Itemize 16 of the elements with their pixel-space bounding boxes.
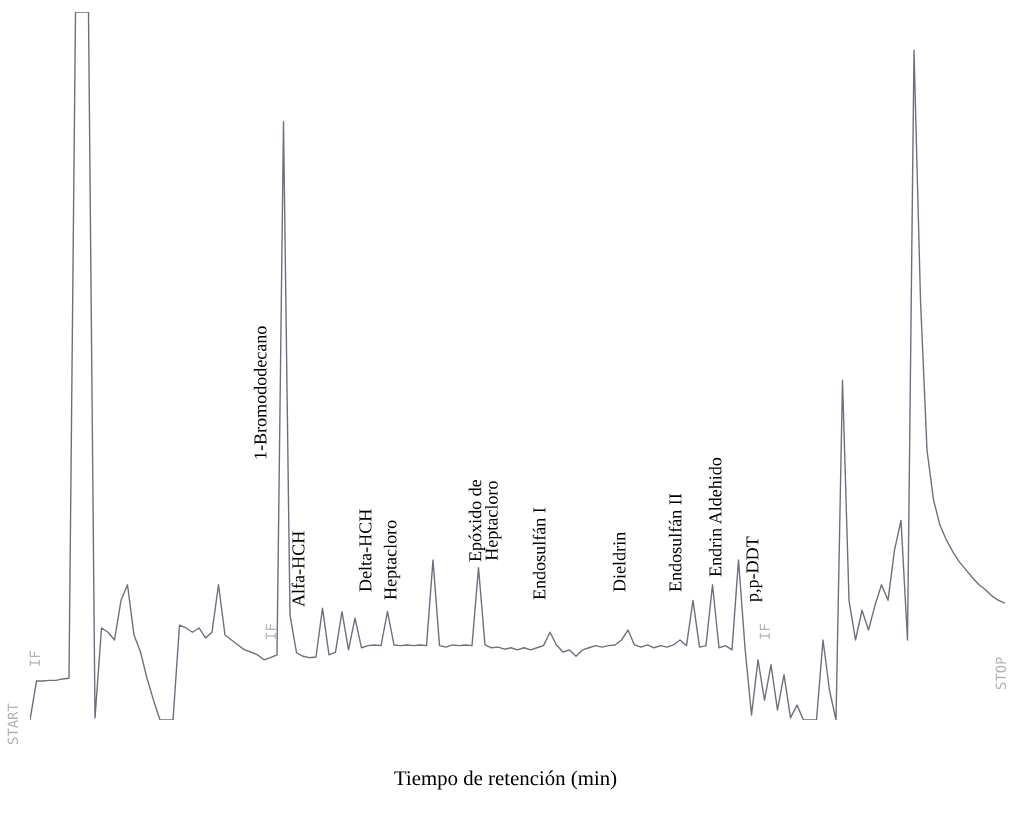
annotation: Endosulfán II [668,493,682,592]
annotation: p,p-DDT [746,536,763,602]
annotation: Endrin Aldehido [708,457,722,577]
annotation: Alfa-HCH [291,531,305,607]
text: START [7,703,19,745]
annotation: Dieldrin [612,532,626,592]
annotation: Heptacloro [383,520,401,600]
annotation: Epóxido de Heptacloro [468,479,502,562]
annotation: IF [265,624,276,639]
annotation: IF [29,651,40,666]
annotation: IF [759,624,770,639]
annotation: Delta-HCH [358,509,372,592]
x-axis-title: Tiempo de retención (min) [394,770,617,790]
annotation: STOP [995,657,1007,690]
annotation: 1-Bromododecano [253,326,267,459]
annotation: Endosulfán I [532,507,546,600]
